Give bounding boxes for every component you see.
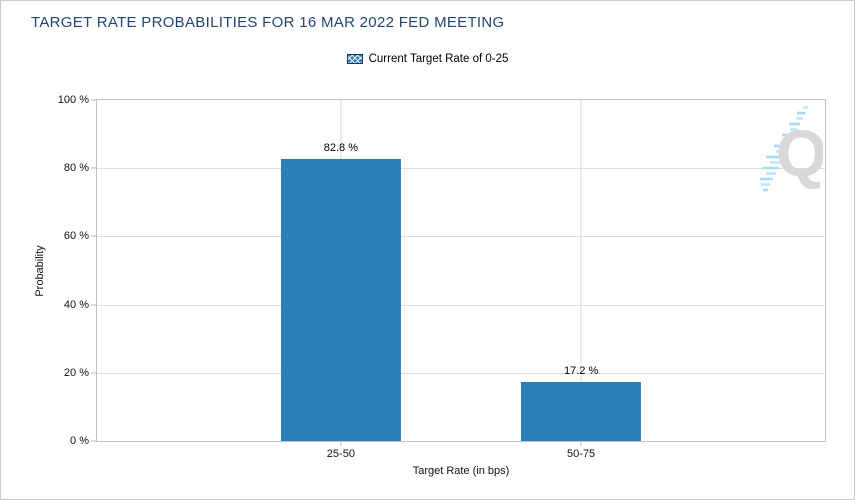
y-tick-mark <box>91 304 97 306</box>
y-tick-label: 100 % <box>57 94 89 106</box>
y-tick-label: 80 % <box>63 162 89 175</box>
x-tick-label: 25-50 <box>326 448 355 460</box>
bar-50-75 <box>521 382 642 441</box>
h-gridline <box>97 168 825 170</box>
chart-title: TARGET RATE PROBABILITIES FOR 16 MAR 202… <box>31 14 505 31</box>
y-axis-title: Probability <box>34 244 46 297</box>
y-tick-mark <box>91 235 97 237</box>
x-axis-title: Target Rate (in bps) <box>412 465 510 477</box>
x-tick-label: 50-75 <box>567 448 596 460</box>
bar-value-label: 82.8 % <box>323 141 358 154</box>
legend: Current Target Rate of 0-25 <box>1 53 854 65</box>
legend-swatch-icon <box>346 54 363 64</box>
y-tick-mark <box>91 440 97 442</box>
bar-25-50 <box>280 158 401 441</box>
y-tick-label: 20 % <box>63 366 89 379</box>
h-gridline <box>97 372 825 374</box>
h-gridline <box>97 236 825 238</box>
y-tick-label: 40 % <box>63 298 89 311</box>
y-tick-mark <box>91 372 97 374</box>
y-tick-mark <box>91 167 97 169</box>
q-logo-watermark: Q <box>760 106 823 192</box>
bar-value-label: 17.2 % <box>563 365 599 378</box>
x-tick-mark <box>340 441 342 446</box>
v-gridline <box>580 100 582 441</box>
h-gridline <box>97 304 825 306</box>
plot-area: Probability Target Rate (in bps) <box>34 94 826 477</box>
svg-text:Q: Q <box>776 116 823 190</box>
y-tick-mark <box>91 99 97 101</box>
y-tick-label: 60 % <box>63 230 89 243</box>
legend-label: Current Target Rate of 0-25 <box>368 53 509 65</box>
x-tick-mark <box>580 441 582 446</box>
y-tick-label: 0 % <box>70 435 89 447</box>
